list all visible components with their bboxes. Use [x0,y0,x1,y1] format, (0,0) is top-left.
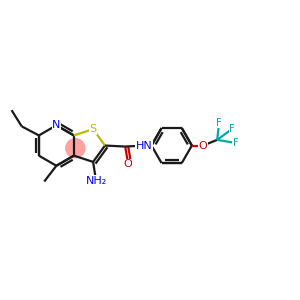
Text: NH₂: NH₂ [85,176,107,186]
Text: HN: HN [136,140,153,151]
Text: F: F [230,124,235,134]
Text: F: F [216,118,222,128]
Circle shape [66,139,85,158]
Text: F: F [232,138,238,148]
Text: S: S [89,124,97,134]
Text: N: N [52,120,61,130]
Text: O: O [199,140,207,151]
Text: O: O [124,159,133,169]
